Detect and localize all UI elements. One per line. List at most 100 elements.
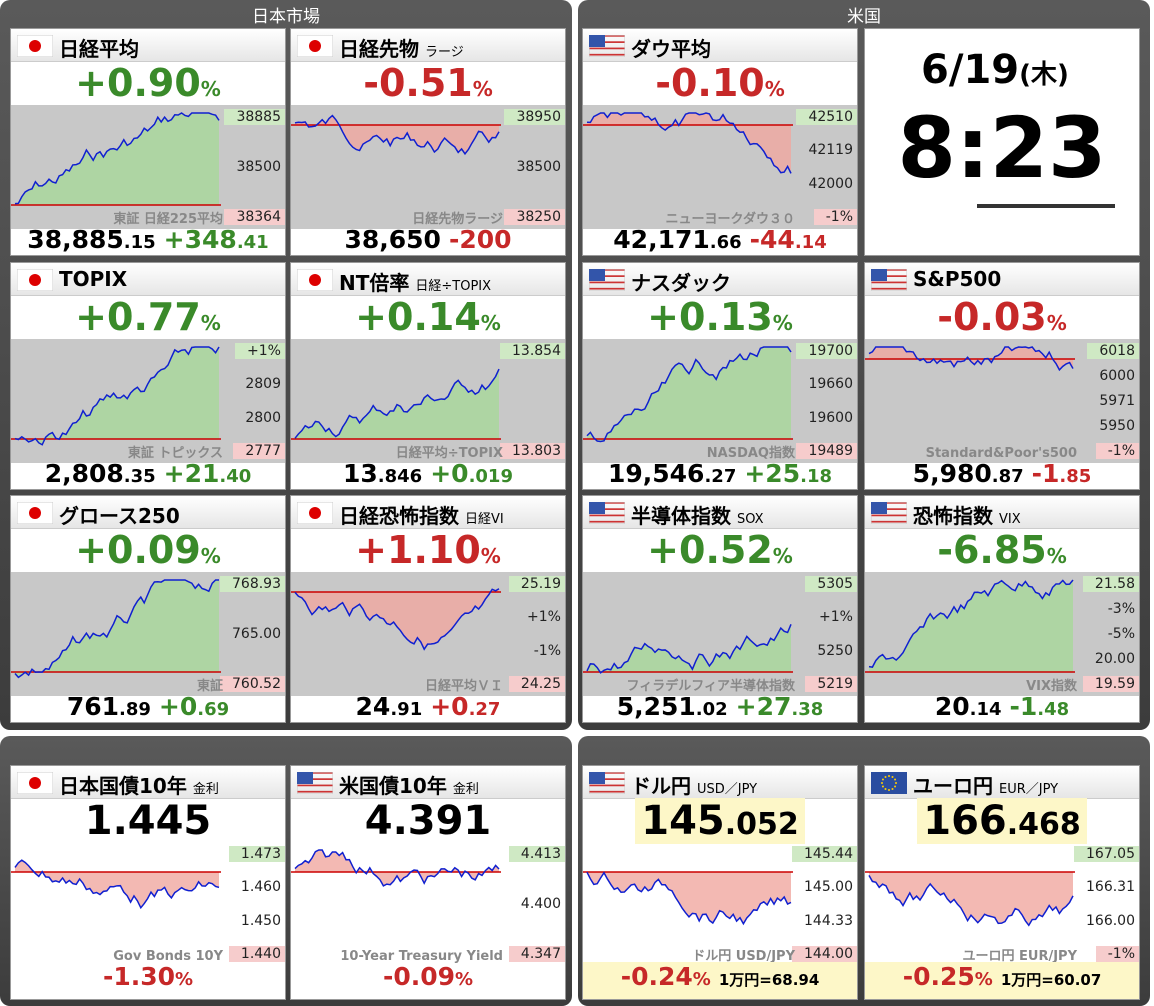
flag	[297, 35, 333, 57]
flag-stripe	[589, 275, 625, 277]
diff-dec: .27	[468, 699, 501, 720]
axis-label: 1.440	[228, 946, 285, 962]
price: 13.846 +0.019	[291, 459, 565, 488]
sparkline-chart	[583, 112, 793, 174]
flag-star	[891, 788, 894, 791]
area	[295, 850, 499, 886]
change-value: -1.30	[102, 962, 175, 991]
flag-stripe	[871, 508, 907, 510]
diff-int: +0	[158, 692, 198, 721]
card: ナスダック 19700 19660 19600 19489 NASDAQ指数 +0.13% 1…	[582, 262, 858, 490]
axis-label: +1%	[527, 609, 561, 626]
watermark: 日経先物ラージ	[412, 212, 503, 227]
flag-sun	[29, 40, 41, 52]
name: グロース250	[59, 504, 180, 528]
flag-star	[895, 782, 897, 784]
axis-label: 5219	[805, 676, 857, 692]
price-int: 5,980	[912, 459, 992, 488]
change: -6.85%	[865, 528, 1139, 572]
chart: 5305 +1% 5250 5219 フィラデルフィア半導体指数	[583, 572, 857, 696]
chart: 145.44 145.00 144.33 144.00 ドル円 USD/JPY	[583, 842, 857, 966]
flag	[297, 772, 333, 794]
diff: +27.38	[736, 692, 824, 721]
sparkline	[586, 624, 792, 674]
axis-label: 6000	[1099, 368, 1135, 384]
sparkline-chart	[291, 849, 501, 887]
card-name: ドル円 USD／JPY	[631, 770, 757, 799]
diff-int: +21	[163, 459, 220, 488]
flag-sun	[309, 274, 321, 286]
name: 日本国債10年	[59, 774, 187, 798]
diff: +25.18	[744, 459, 832, 488]
value-dec: .052	[724, 807, 799, 842]
watermark: ニューヨークダウ３０	[665, 212, 795, 227]
axis-label: 2777	[233, 443, 285, 459]
change-value: -0.51	[363, 61, 473, 105]
area	[15, 580, 219, 678]
sparkline-chart	[291, 588, 501, 651]
price-dec: .89	[119, 699, 151, 720]
flag-sun	[309, 507, 321, 519]
price: 19,546.27 +25.18	[583, 459, 857, 488]
diff-int: +25	[744, 459, 801, 488]
flag	[589, 35, 625, 57]
card: 日経平均 38885 38500 38364 東証 日経225平均 +0.90% 38,88…	[10, 28, 286, 256]
card: 日経恐怖指数 日経VI 25.19 +1% -1% 24.25 日経平均ＶＩ +1.10% 24…	[290, 495, 566, 723]
chart: 6018 6000 5971 5950 -1% Standard&Poor's500	[865, 339, 1139, 463]
chart: 768.93 765.00 760.52 東証	[11, 572, 285, 696]
change-value: -0.24	[620, 962, 693, 991]
change-unit: %	[764, 77, 785, 101]
flag-stripe	[589, 784, 625, 787]
subname: 日経VI	[465, 512, 504, 527]
axis-label: 4.413	[508, 846, 565, 862]
name: ダウ平均	[631, 37, 711, 61]
axis-label: 5250	[817, 642, 853, 659]
card-name: グロース250	[59, 500, 180, 529]
change: -0.25% 1万円=60.07	[865, 962, 1139, 999]
chart: 25.19 +1% -1% 24.25 日経平均ＶＩ	[291, 572, 565, 696]
change-unit: %	[1046, 311, 1067, 335]
flag-stripe	[871, 269, 907, 271]
sparkline-chart	[11, 579, 221, 679]
change-unit: %	[772, 544, 793, 568]
diff-int: -44	[749, 225, 795, 254]
card: ダウ平均 42510 42119 42000 -1% ニューヨークダウ３０ -0.10% 42…	[582, 28, 858, 256]
card-name: 半導体指数 SOX	[631, 500, 764, 529]
chart: +1% 2809 2800 2777 東証 トピックス	[11, 339, 285, 463]
change-value: +0.77	[75, 295, 201, 339]
diff-dec: .40	[219, 466, 252, 487]
diff-int: +0	[430, 692, 469, 721]
chart: 21.58 -3% -5% 20.00 19.59 VIX指数	[865, 572, 1139, 696]
axis-label: 1.460	[240, 879, 281, 896]
watermark: 日経平均÷TOPIX	[395, 446, 503, 461]
sparkline-chart	[291, 114, 501, 156]
sparkline	[868, 875, 1074, 927]
card: 日経先物 ラージ 38950 38500 38250 日経先物ラージ -0.51% 38,65…	[290, 28, 566, 256]
axis-label: 1.450	[240, 912, 281, 929]
watermark: 10-Year Treasury Yield	[340, 949, 503, 964]
flag-sun	[309, 40, 321, 52]
axis-label: +1%	[235, 343, 285, 359]
axis-label: 2809	[245, 376, 281, 393]
flag-stripe	[589, 281, 625, 284]
change-unit: %	[772, 311, 793, 335]
flag-star	[881, 782, 883, 784]
subname: ラージ	[425, 45, 464, 60]
value: 1.445	[11, 798, 285, 844]
change-value: -0.03	[937, 295, 1047, 339]
time: 8:23	[897, 99, 1107, 197]
area	[587, 872, 791, 924]
change-unit: %	[472, 77, 493, 101]
sparkline	[14, 112, 220, 205]
axis-label: 145.44	[792, 846, 857, 862]
change-unit: %	[480, 544, 501, 568]
price: 38,885.15 +348.41	[11, 225, 285, 254]
chart: 19700 19660 19600 19489 NASDAQ指数	[583, 339, 857, 463]
flag-canton	[589, 269, 605, 281]
change-unit: %	[974, 969, 993, 990]
axis-label: 5950	[1099, 418, 1135, 434]
card-name: 恐怖指数 VIX	[913, 500, 1021, 529]
price-dec: .846	[377, 466, 423, 487]
area	[15, 860, 219, 908]
flag-stripe	[589, 514, 625, 517]
